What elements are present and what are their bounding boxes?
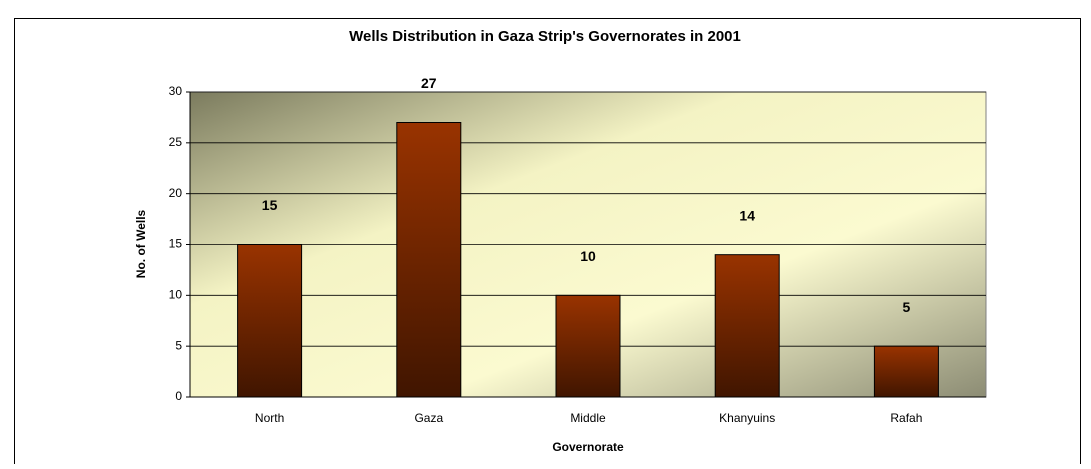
bar: [714, 254, 780, 398]
chart-title: Wells Distribution in Gaza Strip's Gover…: [349, 28, 741, 45]
y-tick-label: 0: [175, 389, 182, 403]
x-tick-label: Khanyuins: [719, 411, 775, 425]
y-tick-label: 10: [169, 288, 183, 302]
bar: [237, 244, 303, 398]
data-label: 27: [421, 75, 437, 91]
x-axis-label: Governorate: [552, 440, 624, 454]
x-tick-label: Gaza: [414, 411, 443, 425]
x-tick-label: Middle: [570, 411, 606, 425]
y-tick-label: 20: [169, 186, 183, 200]
bar: [396, 122, 462, 398]
bar: [555, 294, 621, 398]
x-tick-label: Rafah: [890, 411, 922, 425]
y-tick-label: 30: [169, 84, 183, 98]
y-tick-label: 5: [175, 338, 182, 352]
y-axis-label: No. of Wells: [134, 209, 148, 278]
y-tick-label: 25: [169, 135, 183, 149]
data-label: 5: [903, 299, 911, 315]
data-label: 10: [580, 248, 596, 264]
data-label: 14: [739, 207, 755, 223]
y-tick-label: 15: [169, 237, 183, 251]
x-tick-label: North: [255, 411, 284, 425]
data-label: 15: [262, 197, 278, 213]
bar: [873, 345, 939, 398]
